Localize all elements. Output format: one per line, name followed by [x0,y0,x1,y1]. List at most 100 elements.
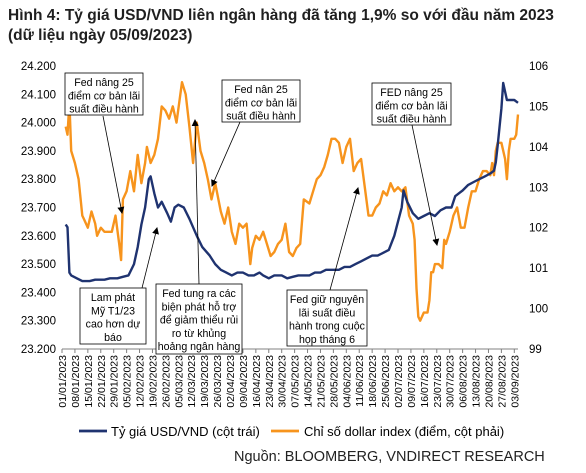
left-y-tick-label: 24.200 [21,61,56,73]
annotation-arrow [141,227,159,289]
annotation-text-line: Lam phát [91,292,135,304]
annotation-text-line: biện phát hỗ trợ [162,300,237,313]
x-tick-label: 07/05/2023 [290,355,302,408]
right-y-tick-label: 102 [529,223,548,235]
left-y-tick-label: 23.700 [21,203,56,215]
annotation-arrow [102,115,125,214]
left-y-tick-label: 24.100 [21,89,56,101]
annotation-text-line: suất điều hành [377,114,447,126]
right-y-tick-label: 104 [529,142,549,154]
x-tick-label: 09/04/2023 [238,355,250,408]
annotation-text-line: hoảng ngân hàng [158,341,241,353]
x-tick-label: 18/06/2023 [367,355,379,408]
x-tick-label: 23/07/2023 [432,355,444,408]
left-y-tick-label: 23.500 [21,259,56,271]
x-tick-label: 05/03/2023 [173,355,185,408]
x-tick-label: 13/08/2023 [471,355,483,408]
annotation-text-line: hành trong cuộc [289,321,366,333]
annotation-text-line: điểm cơ bản lãi [225,97,297,109]
annotation-text-line: suất điều hành [69,104,139,116]
x-tick-label: 06/08/2023 [458,355,470,408]
annotation-arrow [191,119,200,285]
x-tick-label: 12/03/2023 [186,355,198,408]
annotation-text-line: để giảm thiểu rủi [160,315,238,327]
source-note: Nguồn: BLOOMBERG, VNDIRECT RESEARCH [234,449,545,465]
x-tick-label: 16/07/2023 [419,355,431,408]
annotation-box [64,72,144,116]
x-tick-label: 28/05/2023 [328,355,340,408]
annotation-arrow [329,187,360,291]
left-y-tick-label: 23.800 [21,174,56,186]
x-tick-label: 14/05/2023 [303,355,315,408]
left-y-tick-label: 23.300 [21,316,56,328]
x-tick-label: 16/04/2023 [251,355,263,408]
series-layer [64,81,520,322]
x-tick-label: 08/01/2023 [70,355,82,408]
annotation-text-line: báo [104,332,122,344]
left-y-tick-label: 23.900 [21,146,56,158]
annotation-text-line: Fed giữ nguyên [290,294,364,306]
annotation-box [221,79,301,123]
x-tick-label: 12/02/2023 [135,355,147,408]
x-tick-label: 19/02/2023 [147,355,159,408]
legend-layer: Tỷ giá USD/VND (cột trái) Chỉ số dollar i… [79,424,504,439]
left-y-tick-label: 24.000 [21,118,56,130]
annotation-text-line: điểm cơ bản lãi [375,100,447,112]
annotation-text-line: Fed nân 25 [234,84,288,96]
dollar-index-line [64,81,520,322]
chart-title: Hình 4: Tỷ giá USD/VND liên ngân hàng đã… [8,7,554,44]
x-tick-label: 20/08/2023 [483,355,495,408]
x-tick-label: 21/05/2023 [315,355,327,408]
left-y-tick-label: 23.200 [21,344,56,356]
right-y-tick-label: 105 [529,101,548,113]
x-tick-label: 02/04/2023 [225,355,237,408]
x-tick-label: 03/09/2023 [509,355,521,408]
annotation-text-line: Fed nâng 25 [74,77,134,89]
annotation-text-line: lãi suất điều [299,307,356,319]
x-tick-label: 30/04/2023 [277,355,289,408]
right-y-tick-label: 103 [529,182,548,194]
left-y-tick-label: 23.600 [21,231,56,243]
x-tick-label: 23/04/2023 [264,355,276,408]
annotation-text-line: Mỹ T1/23 [91,305,135,317]
annotation-text-line: FED nâng 25 [380,87,443,99]
x-tick-label: 22/01/2023 [96,355,108,408]
x-tick-label: 15/01/2023 [83,355,95,408]
legend-dollar-index-label: Chỉ số dollar index (điểm, cột phải) [304,424,504,439]
annotation-text-line: điểm cơ bản lãi [68,90,140,102]
annotation-box [286,289,368,347]
annotation-box [79,287,147,345]
x-tick-label: 30/07/2023 [445,355,457,408]
annotation-text-line: họp tháng 6 [299,334,355,346]
annotation-box [371,82,452,126]
x-tick-label: 04/06/2023 [341,355,353,408]
x-tick-label: 29/01/2023 [109,355,121,408]
x-tick-label: 01/01/2023 [57,355,69,408]
x-tick-label: 05/02/2023 [122,355,134,408]
right-y-tick-label: 99 [529,344,542,356]
annotation-text-line: cao hơn dự [86,319,141,331]
x-tick-label: 02/07/2023 [393,355,405,408]
annotation-box [155,283,243,355]
x-tick-label: 27/08/2023 [496,355,508,408]
x-tick-label: 25/06/2023 [380,355,392,408]
annotation-text-line: suất điều hành [226,111,296,123]
x-tick-label: 26/02/2023 [160,355,172,408]
x-tick-label: 11/06/2023 [354,355,366,407]
axes-layer: 23.200 23.300 23.400 23.500 23.600 23.700 23.8… [21,61,549,408]
legend-usd-vnd-label: Tỷ giá USD/VND (cột trái) [111,424,260,439]
right-y-tick-label: 106 [529,61,548,73]
annotation-arrow [411,124,440,246]
annotation-arrow [211,121,241,187]
usd-vnd-line [64,81,519,283]
x-tick-label: 19/03/2023 [199,355,211,408]
annotation-text-line: Fed tung ra các [162,288,236,300]
